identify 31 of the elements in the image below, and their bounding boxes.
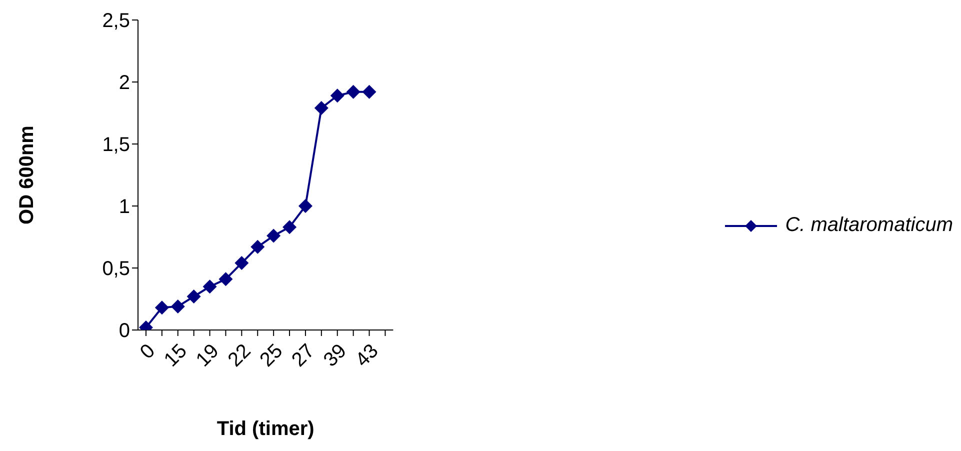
y-tick-label: 0,5 bbox=[102, 258, 130, 280]
point bbox=[218, 272, 233, 286]
x-tick-label: 0 bbox=[136, 340, 160, 364]
y-tick-label: 0 bbox=[118, 320, 130, 342]
point bbox=[234, 256, 249, 270]
point bbox=[362, 84, 376, 99]
point bbox=[266, 228, 281, 243]
point bbox=[202, 280, 217, 294]
point bbox=[154, 300, 169, 315]
x-tick-label: 19 bbox=[192, 340, 224, 372]
point bbox=[346, 84, 360, 99]
point bbox=[170, 299, 185, 314]
point bbox=[298, 199, 312, 213]
x-tick-label: 25 bbox=[256, 340, 288, 372]
y-tick-label: 1 bbox=[118, 196, 130, 218]
point bbox=[314, 101, 328, 116]
x-tick-label: 27 bbox=[288, 340, 320, 372]
y-tick-label: 2,5 bbox=[102, 10, 130, 32]
point bbox=[282, 220, 297, 234]
legend-label: C. maltaromaticum bbox=[785, 214, 953, 237]
x-axis-title: Tid (timer) bbox=[216, 418, 314, 440]
point bbox=[330, 88, 344, 103]
point bbox=[186, 290, 201, 304]
y-axis-title: OD 600nm bbox=[16, 126, 38, 224]
x-tick-label: 15 bbox=[160, 340, 192, 372]
x-tick-label: 39 bbox=[320, 340, 351, 372]
x-tick-label: 43 bbox=[352, 340, 383, 372]
x-tick-label: 22 bbox=[224, 340, 256, 372]
y-tick-label: 2 bbox=[118, 72, 130, 94]
point bbox=[250, 240, 265, 254]
y-tick-label: 1,5 bbox=[102, 134, 130, 156]
